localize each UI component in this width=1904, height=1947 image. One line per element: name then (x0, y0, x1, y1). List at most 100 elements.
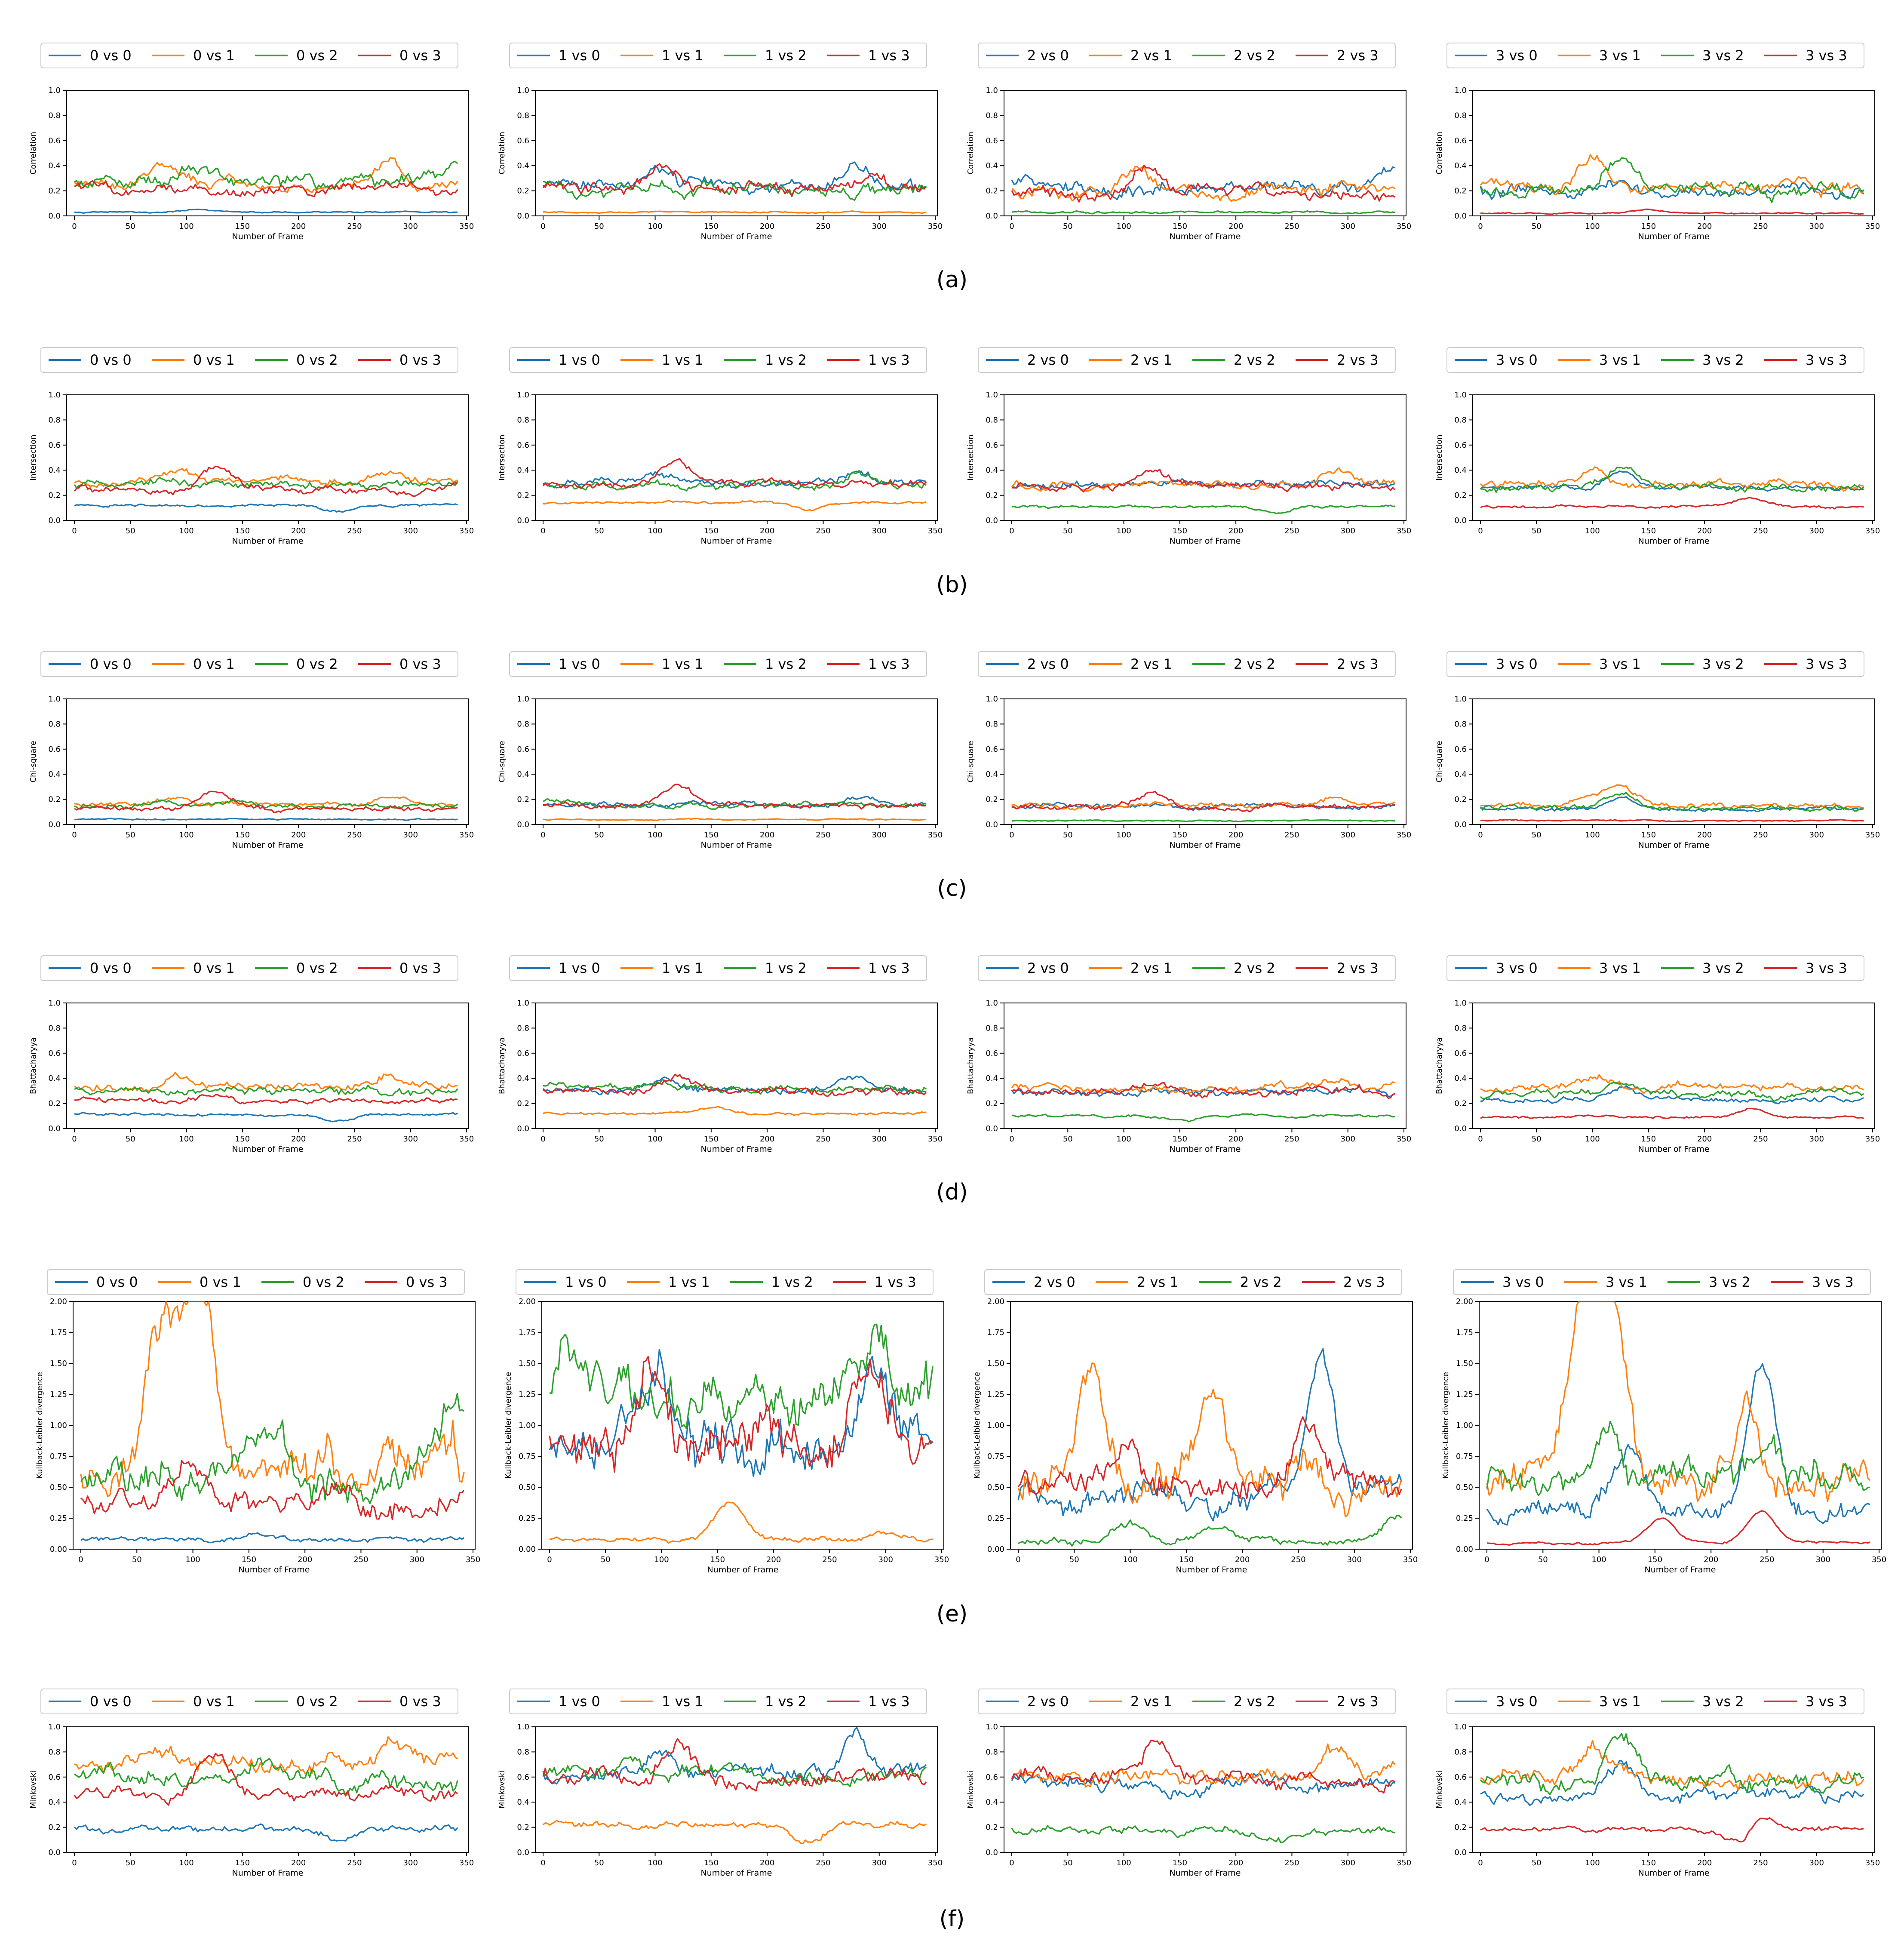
y-tick-label: 0.2 (986, 1099, 998, 1108)
y-tick-label: 0.8 (986, 1747, 998, 1756)
legend-label: 2 vs 1 (1130, 352, 1172, 368)
y-tick-label: 0.2 (986, 187, 998, 196)
y-tick-label: 0.6 (986, 1773, 998, 1782)
y-tick-label: 0.2 (48, 1099, 61, 1108)
x-tick-label: 150 (242, 1555, 256, 1564)
x-tick-label: 350 (1397, 1135, 1411, 1144)
x-axis-label: Number of Frame (1638, 232, 1710, 241)
legend-label: 1 vs 3 (868, 352, 910, 368)
x-tick-label: 150 (1648, 1555, 1662, 1564)
series-line-0-vs-1 (74, 1072, 458, 1092)
y-tick-label: 1.0 (48, 391, 61, 400)
y-tick-label: 0.4 (986, 466, 998, 475)
legend-label: 0 vs 2 (296, 656, 338, 672)
y-tick-label: 1.25 (50, 1390, 67, 1399)
axes-frame (73, 1301, 476, 1550)
series-line-3-vs-3 (1480, 208, 1864, 215)
x-tick-label: 300 (1809, 222, 1824, 231)
y-tick-label: 0.6 (1454, 1049, 1467, 1058)
x-tick-label: 300 (1809, 1858, 1824, 1867)
legend-label: 3 vs 0 (1496, 1693, 1538, 1710)
series-line-3-vs-2 (1480, 792, 1864, 812)
series-line-3-vs-0 (1480, 470, 1864, 492)
y-tick-label: 0.2 (517, 491, 529, 500)
x-axis-label: Number of Frame (232, 1144, 304, 1154)
y-tick-label: 1.0 (517, 86, 529, 95)
legend-label: 1 vs 2 (771, 1274, 813, 1290)
series-line-2-vs-3 (1011, 164, 1396, 203)
y-tick-label: 0.2 (1454, 1099, 1467, 1108)
legend-label: 0 vs 3 (406, 1274, 448, 1290)
axes-frame (1004, 1726, 1407, 1853)
legend (1446, 651, 1864, 677)
series-line-0-vs-0 (74, 503, 458, 513)
series-line-2-vs-2 (1011, 1825, 1395, 1843)
x-tick-label: 0 (1478, 830, 1483, 840)
legend-label: 1 vs 1 (668, 1274, 710, 1290)
x-tick-label: 300 (1347, 1555, 1362, 1564)
y-tick-label: 0.50 (987, 1483, 1004, 1492)
x-tick-label: 200 (1697, 526, 1712, 535)
panel-d-1: 0.0 0.2 0.4 0.6 0.8 1.0 0 50 100 150 200 250 300 350 N… (497, 955, 943, 1154)
series-line-2-vs-0 (1017, 1348, 1402, 1522)
series-line-2-vs-3 (1011, 790, 1395, 813)
x-tick-label: 200 (1704, 1555, 1718, 1564)
x-tick-label: 200 (1228, 222, 1243, 231)
y-tick-label: 1.0 (1454, 999, 1467, 1008)
y-axis-label: Kullback-Leibler divergence (973, 1372, 982, 1479)
legend-label: 0 vs 3 (399, 656, 441, 672)
series-line-3-vs-1 (1480, 784, 1864, 809)
legend-label: 3 vs 1 (1599, 352, 1641, 368)
series-line-1-vs-0 (549, 1349, 934, 1477)
y-tick-label: 0.4 (1454, 161, 1467, 170)
x-tick-label: 0 (72, 1858, 77, 1867)
series-line-1-vs-2 (549, 1323, 934, 1429)
y-axis-label: Intersection (29, 434, 38, 480)
x-tick-label: 200 (760, 830, 774, 840)
x-tick-label: 50 (594, 1135, 604, 1144)
y-tick-label: 0.6 (517, 136, 529, 145)
legend-label: 3 vs 3 (1806, 1693, 1847, 1710)
x-tick-label: 200 (291, 222, 306, 231)
y-tick-label: 0.2 (517, 1099, 529, 1108)
x-tick-label: 350 (1865, 830, 1880, 840)
legend-label: 1 vs 0 (565, 1274, 607, 1290)
legend (40, 1689, 458, 1714)
series-line-1-vs-3 (542, 1738, 927, 1792)
panel-b-3: 0.0 0.2 0.4 0.6 0.8 1.0 0 50 100 150 200 250 300 350 N… (1435, 347, 1880, 546)
y-tick-label: 0.6 (986, 441, 998, 450)
legend-label: 3 vs 3 (1806, 47, 1847, 64)
x-tick-label: 100 (1585, 222, 1600, 231)
x-tick-label: 0 (540, 526, 545, 535)
y-tick-label: 0.2 (48, 187, 61, 196)
x-tick-label: 0 (1478, 1858, 1483, 1867)
x-tick-label: 50 (1532, 830, 1542, 840)
y-axis-label: Correlation (29, 132, 38, 174)
series-line-1-vs-0 (543, 796, 927, 809)
legend-label: 0 vs 2 (303, 1274, 344, 1290)
y-tick-label: 0.75 (50, 1452, 67, 1461)
y-tick-label: 1.0 (48, 999, 61, 1008)
series-line-0-vs-3 (74, 465, 458, 497)
legend-label: 1 vs 1 (662, 352, 703, 368)
y-tick-label: 0.8 (517, 111, 529, 120)
y-tick-label: 0.8 (1454, 415, 1467, 424)
legend-label: 3 vs 1 (1599, 960, 1641, 976)
y-tick-label: 0.0 (517, 1848, 529, 1857)
x-tick-label: 100 (1123, 1555, 1137, 1564)
x-tick-label: 100 (1585, 830, 1600, 840)
y-tick-label: 0.0 (517, 1124, 529, 1133)
y-tick-label: 0.00 (50, 1545, 67, 1554)
axes-frame (1004, 1003, 1407, 1129)
x-tick-label: 250 (1284, 526, 1299, 535)
panel-c-3: 0.0 0.2 0.4 0.6 0.8 1.0 0 50 100 150 200 250 300 350 N… (1435, 651, 1880, 850)
series-line-0-vs-1 (80, 1301, 465, 1497)
x-tick-label: 0 (1478, 222, 1483, 231)
x-tick-label: 50 (1063, 830, 1073, 840)
x-tick-label: 0 (1009, 526, 1014, 535)
y-tick-label: 0.0 (48, 212, 61, 221)
y-axis-label: Kullback-Leibler divergence (1441, 1372, 1450, 1479)
legend-label: 3 vs 3 (1806, 352, 1847, 368)
x-tick-label: 50 (126, 1858, 135, 1867)
x-tick-label: 150 (704, 222, 719, 231)
